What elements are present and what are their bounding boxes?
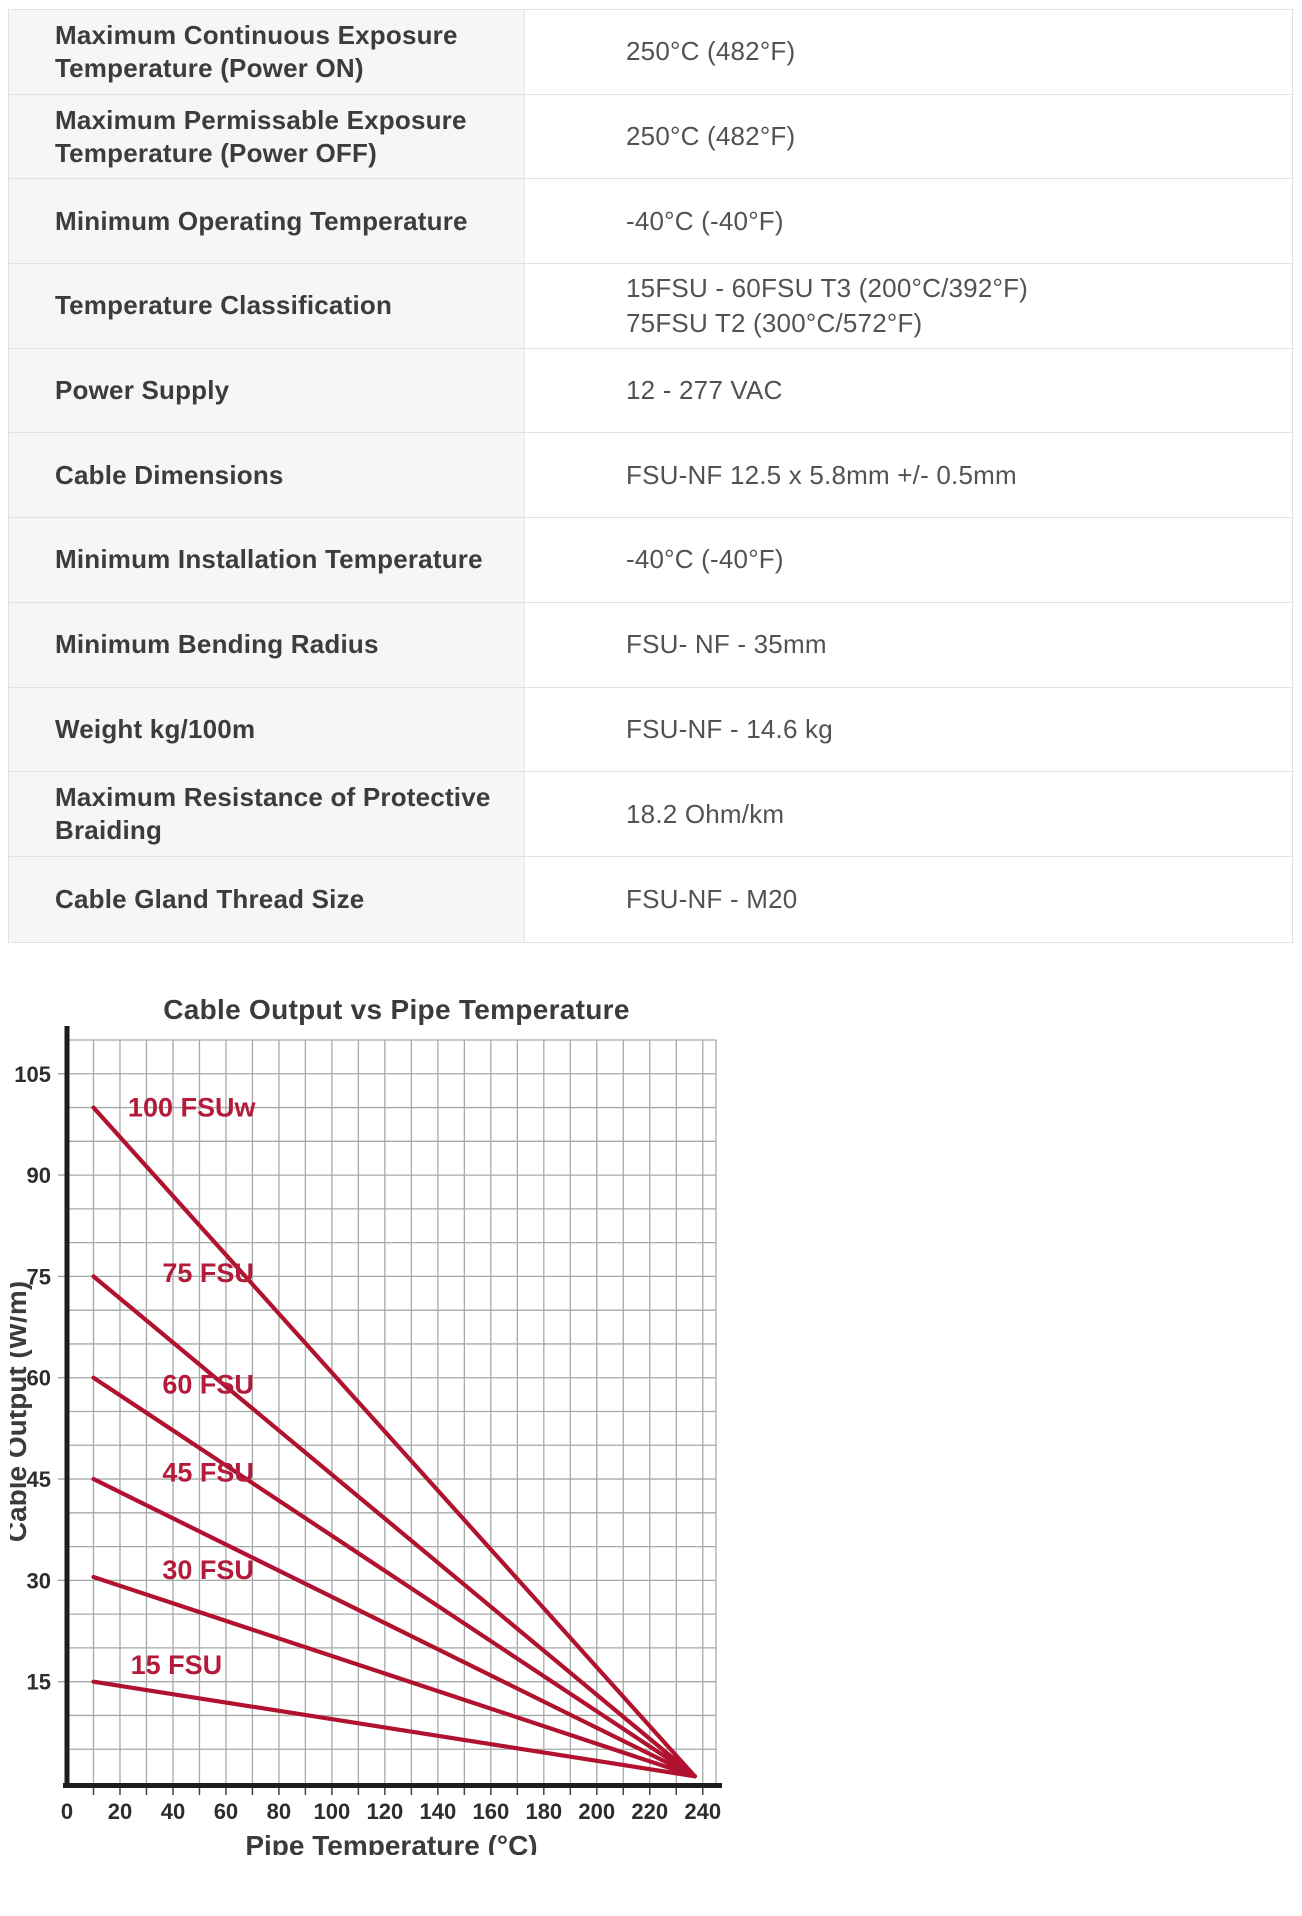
series-line-60-fsu [91, 1375, 697, 1779]
y-tick-label: 90 [27, 1163, 51, 1188]
series-line-75-fsu [91, 1274, 697, 1779]
spec-row: Maximum Permissable Exposure Temperature… [9, 94, 1292, 180]
y-tick-label: 75 [27, 1264, 51, 1289]
spec-value: 250°C (482°F) [626, 36, 796, 67]
spec-value: FSU-NF 12.5 x 5.8mm +/- 0.5mm [626, 459, 1017, 490]
y-tick-label: 30 [27, 1568, 51, 1593]
spec-label: Temperature Classification [9, 264, 525, 348]
chart-canvas: 100 FSUw 75 FSU 60 FSU 45 FSU 30 FSU 15 FSU 15… [10, 995, 722, 1855]
spec-value: FSU- NF - 35mm [626, 629, 827, 660]
series-label: 45 FSU [162, 1457, 254, 1487]
spec-row: Maximum Continuous Exposure Temperature … [9, 10, 1292, 95]
x-tick-label: 240 [684, 1799, 721, 1824]
spec-label: Cable Dimensions [9, 433, 525, 518]
x-tick-label: 140 [419, 1799, 456, 1824]
x-axis-title: Pipe Temperature (°C) [245, 1830, 537, 1855]
y-axis-title: Cable Output (W/m) [10, 1281, 32, 1542]
spec-table: Maximum Continuous Exposure Temperature … [8, 9, 1293, 943]
series-line-100-fsuw [91, 1105, 697, 1779]
spec-label: Minimum Operating Temperature [9, 179, 525, 264]
spec-label: Power Supply [9, 348, 525, 433]
spec-value: 15FSU - 60FSU T3 (200°C/392°F) 75FSU T2 (… [626, 272, 1029, 338]
x-tick-label: 100 [314, 1799, 351, 1824]
y-tick-label: 45 [27, 1467, 51, 1492]
y-axis-line [64, 1026, 70, 1786]
chart-title: Cable Output vs Pipe Temperature [163, 995, 630, 1025]
spec-row: Cable Dimensions FSU-NF 12.5 x 5.8mm +/- … [9, 433, 1292, 519]
x-tick-label: 220 [631, 1799, 668, 1824]
y-tick-label: 105 [14, 1062, 51, 1087]
spec-row: Temperature Classification 15FSU - 60FSU … [9, 264, 1292, 349]
x-tick-label: 120 [367, 1799, 404, 1824]
x-tick-label: 0 [61, 1799, 73, 1824]
x-tick-label: 200 [578, 1799, 615, 1824]
series-label: 15 FSU [131, 1650, 223, 1680]
spec-label: Weight kg/100m [9, 687, 525, 772]
series-label: 75 FSU [162, 1258, 254, 1288]
x-tick-label: 160 [472, 1799, 509, 1824]
series-label: 30 FSU [162, 1555, 254, 1585]
x-tick-label: 40 [161, 1799, 185, 1824]
spec-value: 250°C (482°F) [626, 121, 796, 152]
x-tick-label: 20 [108, 1799, 132, 1824]
spec-row: Minimum Operating Temperature -40°C (-40°… [9, 179, 1292, 265]
spec-value: 12 - 277 VAC [626, 375, 783, 406]
cable-output-chart: 100 FSUw 75 FSU 60 FSU 45 FSU 30 FSU 15 FSU 15… [10, 995, 750, 1865]
spec-value: -40°C (-40°F) [626, 205, 784, 236]
spec-value: -40°C (-40°F) [626, 544, 784, 575]
series-line-45-fsu [91, 1476, 697, 1779]
spec-value: 18.2 Ohm/km [626, 798, 785, 829]
spec-label: Maximum Resistance of Protective Braidin… [9, 772, 525, 856]
y-tick-label: 60 [27, 1366, 51, 1391]
series-line-15-fsu [91, 1679, 697, 1779]
spec-label: Minimum Bending Radius [9, 602, 525, 687]
x-axis-line [63, 1783, 722, 1788]
spec-row: Maximum Resistance of Protective Braidin… [9, 772, 1292, 857]
spec-label: Cable Gland Thread Size [9, 856, 525, 942]
series-line-30-fsu [91, 1574, 697, 1779]
spec-row: Weight kg/100m FSU-NF - 14.6 kg [9, 687, 1292, 773]
spec-row: Minimum Bending Radius FSU- NF - 35mm [9, 602, 1292, 688]
spec-row: Cable Gland Thread Size FSU-NF - M20 [9, 856, 1292, 942]
spec-value: FSU-NF - 14.6 kg [626, 713, 833, 744]
series-label: 100 FSUw [128, 1093, 257, 1123]
x-tick-label: 80 [267, 1799, 291, 1824]
spec-row: Minimum Installation Temperature -40°C (-… [9, 518, 1292, 603]
spec-value: FSU-NF - M20 [626, 883, 798, 914]
spec-label: Maximum Continuous Exposure Temperature … [9, 10, 525, 94]
x-tick-label: 180 [525, 1799, 562, 1824]
spec-label: Minimum Installation Temperature [9, 518, 525, 602]
spec-row: Power Supply 12 - 277 VAC [9, 348, 1292, 434]
x-tick-label: 60 [214, 1799, 238, 1824]
series-label: 60 FSU [162, 1369, 254, 1399]
y-tick-label: 15 [27, 1670, 51, 1695]
spec-label: Maximum Permissable Exposure Temperature… [9, 94, 525, 179]
